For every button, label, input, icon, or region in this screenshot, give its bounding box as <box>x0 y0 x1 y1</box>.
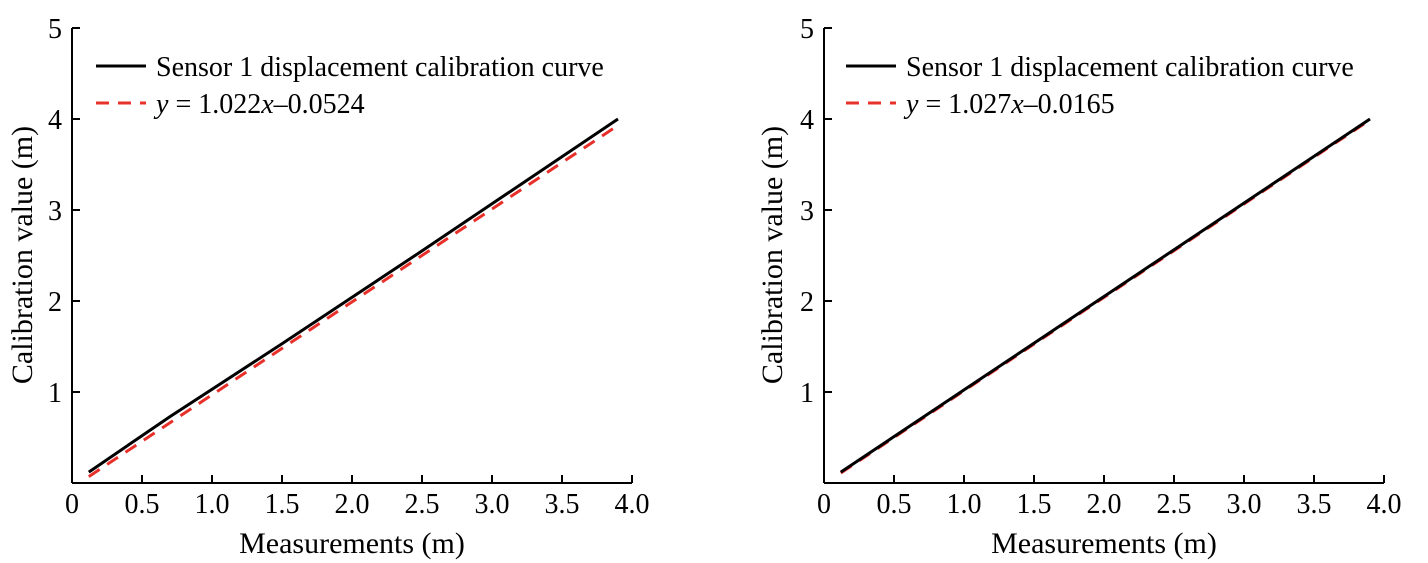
x-tick-label: 2.0 <box>335 489 370 520</box>
chart-left: 0 0.5 1.0 1.5 2.0 2.5 3.0 3.5 4.0 1 2 3 4 5 Measureme… <box>6 14 650 560</box>
x-tick-label: 2.5 <box>1157 489 1192 520</box>
chart-right: 0 0.5 1.0 1.5 2.0 2.5 3.0 3.5 4.0 1 2 3 4 5 Measureme… <box>756 14 1402 560</box>
legend-label-fit: y = 1.027x–0.0165 <box>903 89 1115 120</box>
y-tick-label: 3 <box>800 196 814 227</box>
legend-label-fit: y = 1.022x–0.0524 <box>153 89 365 120</box>
x-tick-label: 1.0 <box>195 489 230 520</box>
legend: Sensor 1 displacement calibration curve … <box>846 52 1354 120</box>
x-tick-label: 3.5 <box>1297 489 1332 520</box>
y-tick-label: 2 <box>800 287 814 318</box>
x-axis-label: Measurements (m) <box>991 527 1217 560</box>
x-tick-label: 2.0 <box>1087 489 1122 520</box>
calibration-curve-line <box>87 117 619 474</box>
y-tick-label: 3 <box>48 196 62 227</box>
tick-marks <box>824 27 1385 483</box>
x-tick-label: 4.0 <box>615 489 650 520</box>
x-tick-label: 3.0 <box>1227 489 1262 520</box>
tick-marks <box>72 27 633 483</box>
y-tick-label: 1 <box>800 378 814 409</box>
x-tick-label: 1.5 <box>1017 489 1052 520</box>
fit-line <box>87 124 619 478</box>
x-tick-label: 3.0 <box>475 489 510 520</box>
x-tick-label: 0 <box>65 489 79 520</box>
y-axis-label: Calibration value (m) <box>756 126 789 384</box>
y-tick-label: 2 <box>48 287 62 318</box>
y-tick-label: 4 <box>800 105 814 136</box>
x-tick-label: 0.5 <box>125 489 160 520</box>
legend-label-calibration: Sensor 1 displacement calibration curve <box>906 52 1354 83</box>
x-tick-label: 1.0 <box>947 489 982 520</box>
y-tick-label: 5 <box>48 14 62 45</box>
series-lines <box>839 117 1371 475</box>
calibration-curve-line <box>839 117 1371 474</box>
x-tick-label: 4.0 <box>1367 489 1402 520</box>
x-tick-label: 2.5 <box>405 489 440 520</box>
legend: Sensor 1 displacement calibration curve … <box>96 52 604 120</box>
tick-labels: 0 0.5 1.0 1.5 2.0 2.5 3.0 3.5 4.0 1 2 3 4 5 <box>800 14 1402 520</box>
x-tick-label: 3.5 <box>545 489 580 520</box>
x-tick-label: 0 <box>817 489 831 520</box>
y-tick-label: 4 <box>48 105 62 136</box>
x-tick-label: 0.5 <box>877 489 912 520</box>
legend-label-calibration: Sensor 1 displacement calibration curve <box>156 52 604 83</box>
x-axis-label: Measurements (m) <box>239 527 465 560</box>
x-tick-label: 1.5 <box>265 489 300 520</box>
tick-labels: 0 0.5 1.0 1.5 2.0 2.5 3.0 3.5 4.0 1 2 3 4 5 <box>48 14 650 520</box>
y-axis-label: Calibration value (m) <box>6 126 39 384</box>
series-lines <box>87 117 619 478</box>
y-tick-label: 5 <box>800 14 814 45</box>
y-tick-label: 1 <box>48 378 62 409</box>
